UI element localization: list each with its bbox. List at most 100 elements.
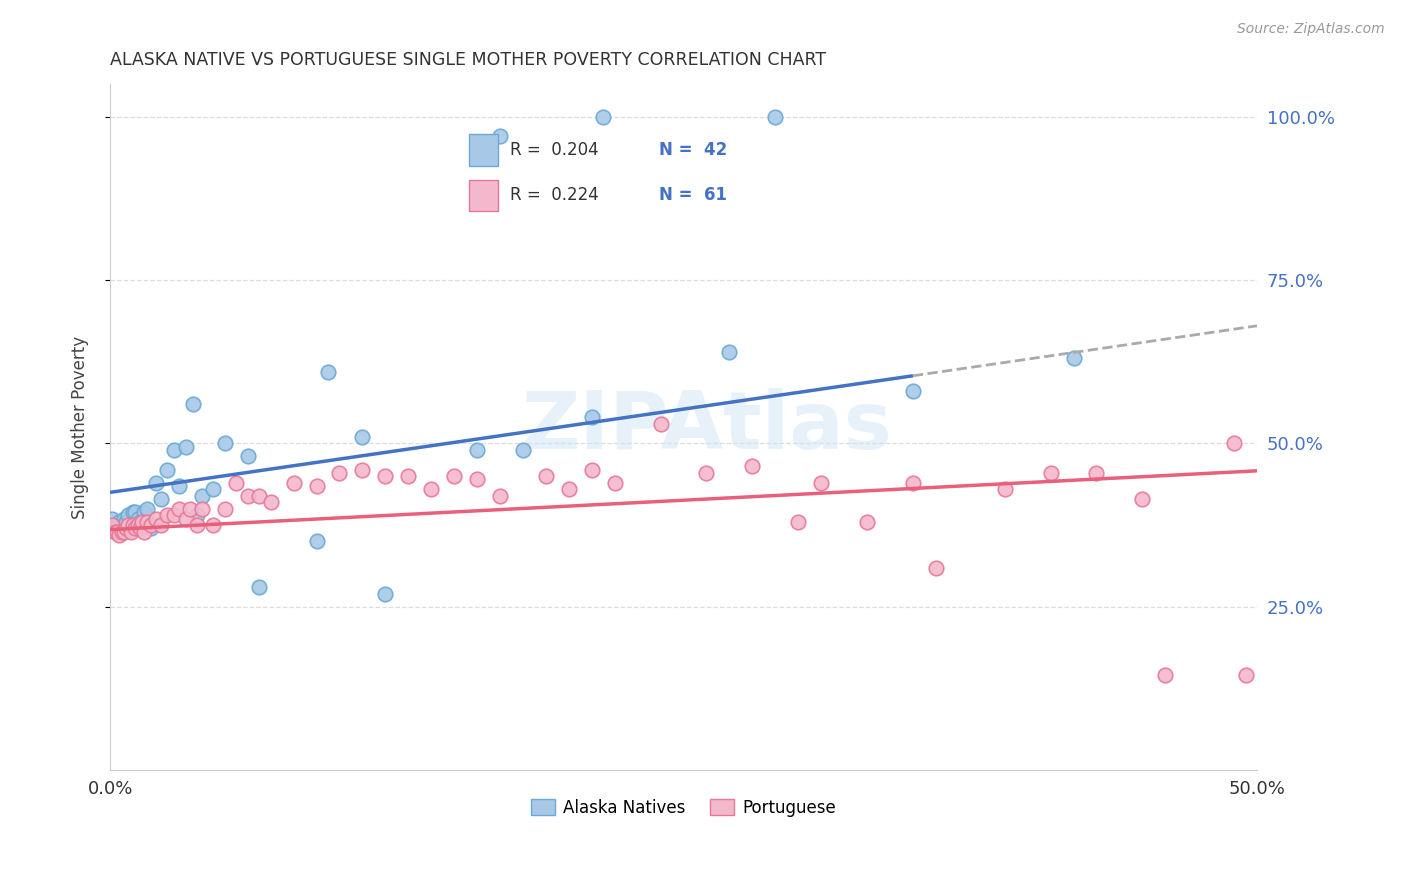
Point (127, 518, 149, 533)
Point (489, 489, 512, 503)
Point (186, 518, 208, 533)
Point (512, 442, 534, 457)
Point (305, 479, 328, 493)
Point (202, 518, 225, 533)
Text: ALASKA NATIVE VS PORTUGUESE SINGLE MOTHER POVERTY CORRELATION CHART: ALASKA NATIVE VS PORTUGUESE SINGLE MOTHE… (110, 51, 827, 69)
Point (134, 524, 156, 539)
Point (167, 501, 190, 516)
Point (122, 518, 145, 533)
Point (901, 384, 924, 398)
Point (135, 501, 157, 516)
Point (1154, 668, 1177, 682)
Point (122, 505, 145, 519)
Point (603, 475, 626, 490)
Point (741, 459, 763, 474)
Point (214, 501, 236, 516)
Text: ZIPAtlas: ZIPAtlas (522, 388, 891, 466)
Point (127, 511, 149, 525)
Point (374, 469, 396, 483)
Point (104, 521, 127, 535)
Point (465, 442, 488, 457)
Point (149, 518, 172, 533)
Point (236, 489, 259, 503)
Point (1130, 491, 1153, 506)
Point (374, 587, 396, 601)
Point (202, 482, 225, 496)
Point (124, 505, 146, 519)
Point (247, 489, 270, 503)
Point (396, 469, 419, 483)
Point (105, 518, 128, 533)
Point (718, 345, 741, 359)
Point (328, 466, 350, 480)
Point (856, 515, 879, 529)
Point (420, 482, 443, 496)
Point (163, 442, 186, 457)
Point (167, 479, 190, 493)
Point (120, 521, 142, 535)
Point (156, 462, 179, 476)
Point (650, 417, 672, 431)
Point (117, 518, 139, 533)
Point (108, 528, 131, 542)
Point (101, 511, 124, 525)
Point (994, 482, 1017, 496)
Point (901, 475, 924, 490)
Point (1085, 466, 1108, 480)
Point (465, 472, 488, 486)
Point (141, 518, 163, 533)
Point (1063, 351, 1085, 366)
Point (145, 475, 167, 490)
Point (108, 515, 131, 529)
Point (925, 560, 948, 574)
Point (134, 505, 156, 519)
Point (174, 440, 197, 454)
Point (352, 462, 374, 476)
Point (128, 515, 150, 529)
Point (695, 466, 717, 480)
Point (352, 430, 374, 444)
Point (581, 462, 603, 476)
Point (186, 508, 208, 523)
Point (191, 489, 214, 503)
Point (316, 365, 339, 379)
Point (145, 511, 167, 525)
Point (120, 524, 142, 539)
Point (283, 475, 305, 490)
Y-axis label: Single Mother Poverty: Single Mother Poverty (72, 335, 89, 518)
Point (443, 469, 465, 483)
Point (181, 397, 204, 411)
Point (191, 501, 214, 516)
Point (558, 482, 581, 496)
Point (105, 524, 128, 539)
Point (592, 110, 614, 124)
Point (1039, 466, 1062, 480)
Point (1223, 436, 1246, 450)
Point (131, 515, 153, 529)
Point (810, 475, 832, 490)
Point (115, 515, 138, 529)
Point (259, 495, 281, 509)
Point (117, 508, 139, 523)
Point (124, 521, 146, 535)
Point (236, 450, 259, 464)
Point (763, 110, 786, 124)
Point (1234, 668, 1257, 682)
Point (110, 524, 132, 539)
Point (141, 521, 163, 535)
Text: Source: ZipAtlas.com: Source: ZipAtlas.com (1237, 22, 1385, 37)
Point (112, 524, 135, 539)
Point (101, 518, 124, 533)
Point (489, 129, 512, 144)
Point (104, 524, 127, 539)
Point (305, 534, 328, 549)
Legend: Alaska Natives, Portuguese: Alaska Natives, Portuguese (524, 792, 842, 823)
Point (214, 436, 236, 450)
Point (156, 508, 179, 523)
Point (135, 515, 157, 529)
Point (149, 491, 172, 506)
Point (225, 475, 247, 490)
Point (174, 511, 197, 525)
Point (787, 515, 810, 529)
Point (163, 508, 186, 523)
